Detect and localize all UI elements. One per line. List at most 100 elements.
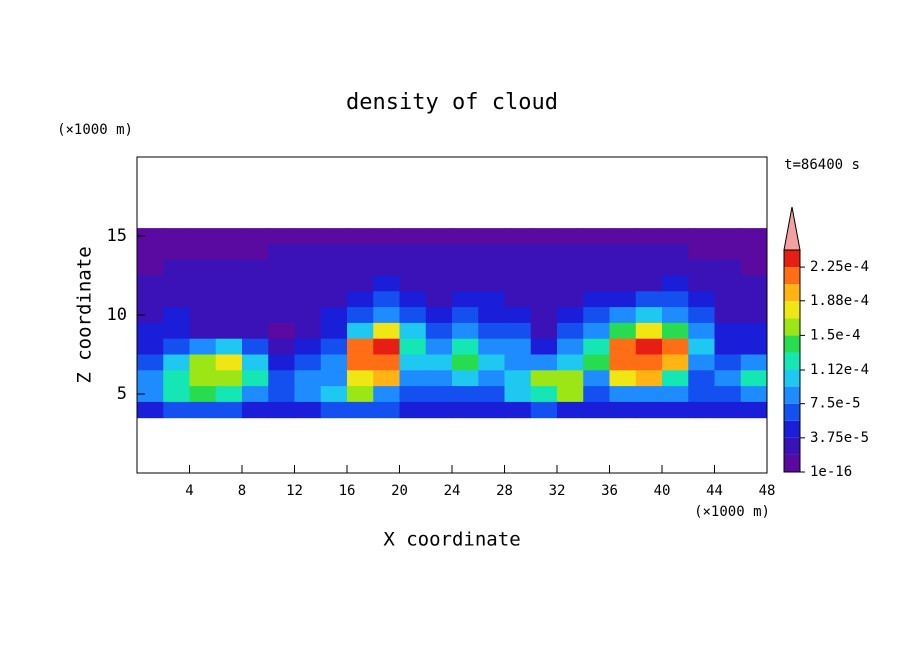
colorbar-band (784, 454, 800, 472)
contour-cell (425, 370, 453, 387)
contour-cell (189, 243, 217, 261)
contour-cell (425, 386, 453, 403)
contour-cell (504, 275, 532, 292)
contour-cell (583, 275, 610, 292)
colorbar-band (784, 437, 800, 455)
contour-cell (478, 307, 505, 324)
contour-cell (478, 275, 505, 292)
contour-cell (137, 259, 164, 276)
contour-cell (189, 354, 217, 371)
contour-cell (740, 275, 768, 292)
contour-cell (557, 259, 584, 276)
contour-cell (530, 386, 558, 403)
y-tick-label: 5 (117, 384, 127, 404)
contour-cell (530, 338, 558, 355)
contour-cell (557, 354, 584, 371)
colorbar-tick-label: 2.25e-4 (810, 259, 869, 275)
contour-cell (740, 228, 768, 245)
contour-cell (320, 307, 348, 324)
contour-cell (740, 386, 768, 403)
contour-cell (504, 386, 532, 403)
contour-cell (425, 354, 453, 371)
contour-cell (373, 259, 400, 276)
contour-cell (137, 401, 164, 419)
contour-cell (163, 291, 190, 308)
contour-cell (662, 275, 689, 292)
contour-cell (452, 322, 479, 340)
contour-cell (530, 401, 558, 419)
contour-cell (320, 291, 348, 308)
contour-cell (320, 228, 348, 245)
contour-cell (215, 307, 243, 324)
x-tick-label: 24 (444, 483, 461, 499)
contour-cell (425, 259, 453, 276)
colorbar-band (784, 420, 800, 438)
contour-cell (215, 386, 243, 403)
contour-cell (189, 338, 217, 355)
colorbar-band (784, 250, 800, 268)
colorbar-tick-label: 1e-16 (810, 464, 852, 480)
contour-cell (163, 259, 190, 276)
contour-cell (294, 275, 322, 292)
contour-cell (452, 338, 479, 355)
contour-cell (425, 338, 453, 355)
contour-cell (268, 401, 295, 419)
contour-cell (425, 291, 453, 308)
contour-cell (242, 401, 269, 419)
contour-cell (530, 259, 558, 276)
contour-cell (714, 291, 742, 308)
contour-cell (609, 386, 637, 403)
colorbar-band (784, 318, 800, 336)
contour-cell (478, 243, 505, 261)
contour-cell (530, 291, 558, 308)
x-tick-label: 44 (706, 483, 723, 499)
contour-cell (215, 228, 243, 245)
contour-cell (294, 243, 322, 261)
contour-cell (347, 228, 374, 245)
contour-cell (452, 370, 479, 387)
contour-cell (347, 307, 374, 324)
contour-cell (294, 338, 322, 355)
contour-cell (583, 322, 610, 340)
contour-cell (478, 370, 505, 387)
contour-cell (425, 401, 453, 419)
contour-cell (662, 322, 689, 340)
contour-cell (242, 243, 269, 261)
contour-cell (583, 243, 610, 261)
contour-cell (530, 275, 558, 292)
contour-cell (373, 307, 400, 324)
contour-cell (373, 291, 400, 308)
contour-cell (504, 354, 532, 371)
contour-cell (714, 228, 742, 245)
contour-cell (714, 322, 742, 340)
contour-cell (557, 322, 584, 340)
contour-cell (347, 401, 374, 419)
contour-cell (662, 370, 689, 387)
contour-cell (242, 275, 269, 292)
contour-cell (163, 322, 190, 340)
contour-cell (557, 291, 584, 308)
contour-cell (268, 386, 295, 403)
contour-cell (635, 275, 663, 292)
colorbar-frame (783, 249, 801, 473)
contour-cell (530, 243, 558, 261)
contour-cell (163, 386, 190, 403)
contour-cell (452, 275, 479, 292)
contour-cell (268, 307, 295, 324)
contour-cell (320, 259, 348, 276)
contour-cell (714, 243, 742, 261)
colorbar-tick-label: 1.88e-4 (810, 293, 869, 309)
contour-cell (189, 386, 217, 403)
contour-cell (714, 307, 742, 324)
contour-cell (294, 401, 322, 419)
contour-cell (399, 291, 427, 308)
contour-cell (373, 354, 400, 371)
contour-cell (688, 322, 715, 340)
contour-cell (557, 307, 584, 324)
x-tick-label: 28 (496, 483, 513, 499)
contour-cell (609, 259, 637, 276)
contour-cell (137, 386, 164, 403)
contour-cell (268, 275, 295, 292)
contour-cell (215, 354, 243, 371)
